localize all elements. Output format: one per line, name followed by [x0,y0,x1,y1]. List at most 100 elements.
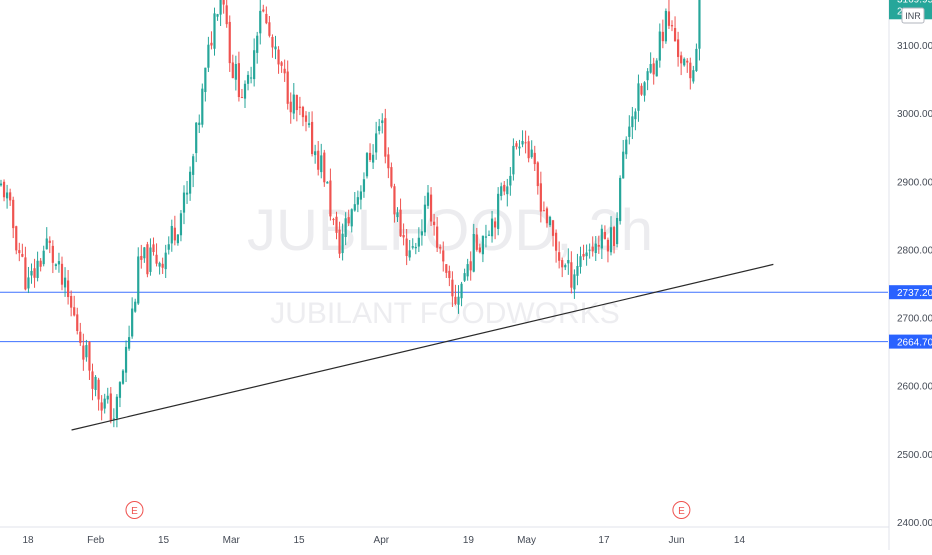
candle-down [503,184,506,192]
time-scale[interactable]: 18 Feb 15 Mar 15 Apr 19 May 17 Jun 14 [22,535,745,546]
candle-up [292,94,295,114]
candle-up [506,186,509,195]
candle-up [375,133,378,153]
time-tick-label: 14 [734,535,746,546]
candle-up [414,246,417,249]
price-tick-label: 2400.00 [897,518,932,529]
candle-up [182,192,186,213]
candle-up [42,250,45,265]
candle-up [6,192,9,199]
candle-down [240,97,244,99]
candle-down [237,63,240,98]
candle-down [301,106,305,118]
candle-down [304,115,308,122]
candle-up [30,270,33,276]
candle-down [469,261,472,271]
candle-up [201,88,204,125]
candle-up [134,301,137,312]
time-tick-label: Apr [374,535,390,546]
candle-down [152,244,155,253]
candle-down [515,143,518,147]
level-price-label: 2664.70 [897,338,932,349]
candle-down [97,379,100,400]
candle-down [283,68,286,74]
candle-down [332,219,335,221]
candle-up [320,155,323,173]
candle-down [686,60,689,63]
candle-up [121,370,125,384]
candle-down [79,331,82,343]
candle-down [82,345,85,360]
candle-up [643,82,646,96]
candle-down [475,234,478,250]
candle-up [362,179,366,192]
candle-down [73,307,76,316]
candle-down [551,220,555,236]
time-tick-label: Jun [668,535,684,546]
candle-down [286,71,289,104]
candle-up [103,398,106,409]
candle-up [198,122,201,125]
candle-down [335,216,338,233]
candle-down [384,118,387,157]
candle-up [158,262,161,267]
candle-down [39,260,42,267]
trendlines[interactable] [71,0,774,431]
candle-up [646,71,649,81]
candle-up [420,231,423,236]
candle-up [170,225,173,244]
candle-down [393,186,396,215]
candle-up [567,260,570,264]
candle-up [94,376,97,390]
candle-down [140,255,143,260]
candle-down [527,141,530,159]
earnings-marker[interactable]: E [125,501,144,519]
earnings-marker[interactable]: E [672,501,691,519]
candle-down [558,252,561,261]
candle-up [124,346,128,373]
candle-up [396,212,399,218]
level-price-badge [889,334,932,349]
candle-down [280,62,283,66]
candle-down [9,192,12,201]
candle-down [311,121,314,155]
candle-up [509,175,512,186]
candle-down [390,167,393,187]
candle-up [176,234,179,244]
candle-down [100,402,103,411]
candle-up [0,183,3,186]
candle-up [497,193,500,229]
candle-up [490,218,494,237]
candle-up [463,273,466,281]
trendline-lower-support [71,263,774,431]
candle-up [634,111,637,120]
price-tick-label: 2500.00 [897,450,932,461]
candle-down [338,229,341,254]
candle-up [128,337,131,349]
candle-down [670,25,674,27]
price-scale[interactable]: 2400.00 2500.00 2600.00 2700.00 2800.00 2900.… [897,0,932,529]
candle-down [173,227,176,241]
candle-up [573,274,576,290]
candle-up [274,46,277,50]
candle-up [423,204,427,233]
price-tick-label: 2800.00 [897,245,932,256]
candle-up [619,177,622,222]
candle-down [317,150,320,170]
candle-up [54,264,57,266]
candle-up [63,277,67,288]
candle-down [91,371,94,389]
candle-up [326,181,329,184]
candle-down [448,270,451,279]
candle-up [649,64,652,73]
candle-down [225,5,228,25]
candle-up [256,35,259,53]
candle-down [228,21,231,64]
candle-down [570,262,573,288]
candle-up [189,171,192,194]
currency-badge[interactable] [901,7,925,24]
candle-down [368,152,372,160]
